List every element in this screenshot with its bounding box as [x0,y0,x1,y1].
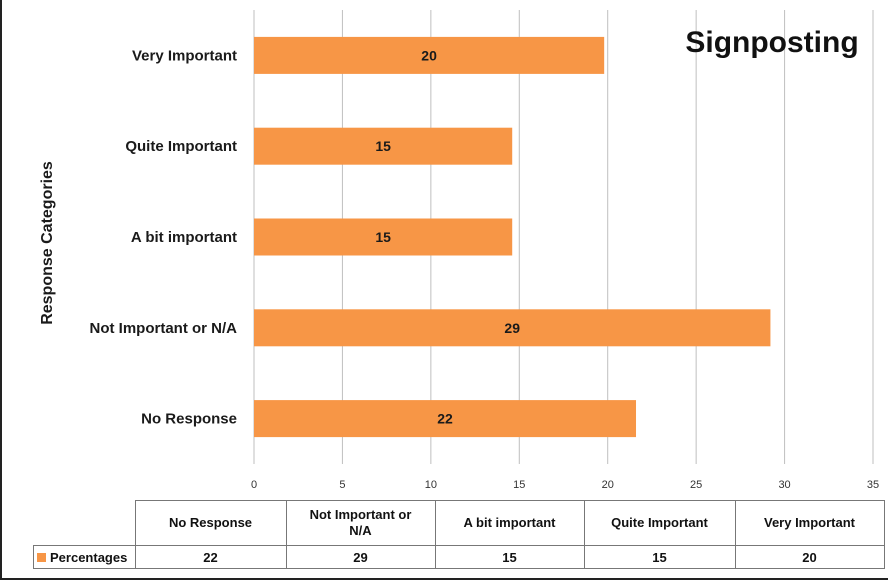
table-column-header: Not Important or N/A [285,500,436,546]
table-row: Percentages 22 29 15 15 20 [33,545,885,569]
data-table: No Response Not Important or N/A A bit imp… [33,500,885,569]
x-tick-label: 35 [867,479,879,491]
bar [254,127,513,165]
bar-value-label: 15 [375,229,391,245]
category-label: A bit important [131,229,237,246]
bar-value-label: 22 [437,411,453,427]
x-tick-label: 10 [425,479,437,491]
y-axis-label: Response Categories [39,161,56,325]
table-cell: 29 [285,545,436,569]
bar [254,218,513,256]
legend-label: Percentages [50,549,128,565]
legend-entry: Percentages [33,545,136,569]
category-label: No Response [141,411,237,428]
x-tick-label: 5 [339,479,345,491]
chart-plot: 22 29 15 15 20 No Response Not Important or N… [39,10,879,491]
table-cell: 15 [583,545,736,569]
table-header-row: No Response Not Important or N/A A bit imp… [33,500,885,546]
bar-value-label: 15 [375,138,391,154]
bar [254,309,771,347]
bar-value-label: 29 [504,320,520,336]
table-cell: 22 [134,545,287,569]
category-labels: No Response Not Important or N/A A bit imp… [90,47,238,427]
table-cell: 20 [734,545,885,569]
x-tick-label: 20 [602,479,614,491]
table-column-header: No Response [134,500,287,546]
bar-value-label: 20 [421,47,437,63]
bar [254,400,637,438]
table-column-header: Very Important [734,500,885,546]
category-label: Very Important [132,47,237,64]
legend-swatch [37,552,46,562]
bars: 22 29 15 15 20 [254,36,771,438]
table-column-header: A bit important [434,500,585,546]
category-label: Not Important or N/A [90,320,238,337]
table-column-header: Quite Important [583,500,736,546]
x-tick-label: 0 [251,479,257,491]
chart-title: Signposting [685,26,858,59]
table-cell: 15 [434,545,585,569]
x-tick-labels: 0 5 10 15 20 25 30 35 [251,479,879,491]
x-tick-label: 15 [513,479,525,491]
category-label: Quite Important [125,138,237,155]
bar [254,36,605,74]
table-corner [33,500,136,546]
x-tick-label: 25 [690,479,702,491]
x-tick-label: 30 [778,479,790,491]
